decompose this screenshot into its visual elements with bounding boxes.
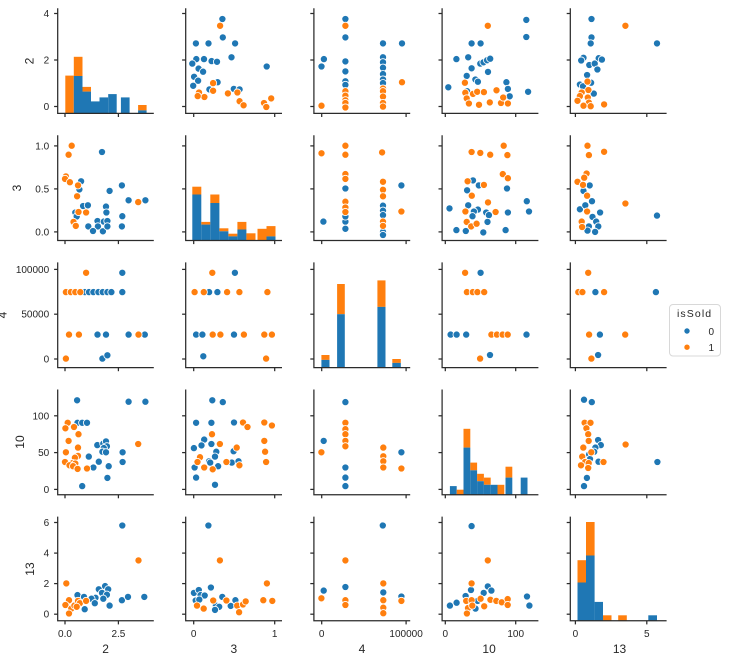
svg-text:0.0: 0.0 <box>35 227 49 238</box>
svg-text:50: 50 <box>38 448 50 459</box>
svg-text:0: 0 <box>709 327 715 338</box>
svg-text:4: 4 <box>0 311 10 318</box>
svg-text:13: 13 <box>613 642 627 656</box>
svg-text:2: 2 <box>44 56 50 67</box>
svg-text:4: 4 <box>359 642 366 656</box>
svg-text:2: 2 <box>44 579 50 590</box>
svg-text:isSold: isSold <box>677 308 712 320</box>
svg-text:0.0: 0.0 <box>58 629 72 640</box>
svg-text:1: 1 <box>709 343 715 354</box>
svg-text:6: 6 <box>44 518 50 529</box>
svg-text:2.5: 2.5 <box>111 629 125 640</box>
svg-text:3: 3 <box>230 642 237 656</box>
svg-text:1: 1 <box>272 629 278 640</box>
svg-text:0.5: 0.5 <box>35 184 49 195</box>
svg-text:4: 4 <box>44 9 50 20</box>
svg-text:0: 0 <box>44 610 50 621</box>
svg-text:100: 100 <box>507 629 524 640</box>
svg-text:100000: 100000 <box>389 629 423 640</box>
svg-text:1.0: 1.0 <box>35 141 49 152</box>
svg-text:13: 13 <box>23 562 37 576</box>
svg-text:0: 0 <box>191 629 197 640</box>
svg-text:100: 100 <box>33 411 50 422</box>
svg-text:0: 0 <box>573 629 579 640</box>
svg-text:50000: 50000 <box>21 310 49 321</box>
svg-text:10: 10 <box>482 642 496 656</box>
svg-text:2: 2 <box>102 642 109 656</box>
svg-text:0: 0 <box>44 355 50 366</box>
svg-text:4: 4 <box>44 549 50 560</box>
svg-text:100000: 100000 <box>16 265 50 276</box>
svg-text:3: 3 <box>10 184 24 191</box>
svg-text:0: 0 <box>443 629 449 640</box>
svg-text:5: 5 <box>644 629 650 640</box>
svg-text:0: 0 <box>319 629 325 640</box>
svg-text:2: 2 <box>23 57 37 64</box>
svg-text:10: 10 <box>13 435 27 449</box>
svg-text:0: 0 <box>44 102 50 113</box>
svg-text:0: 0 <box>44 485 50 496</box>
